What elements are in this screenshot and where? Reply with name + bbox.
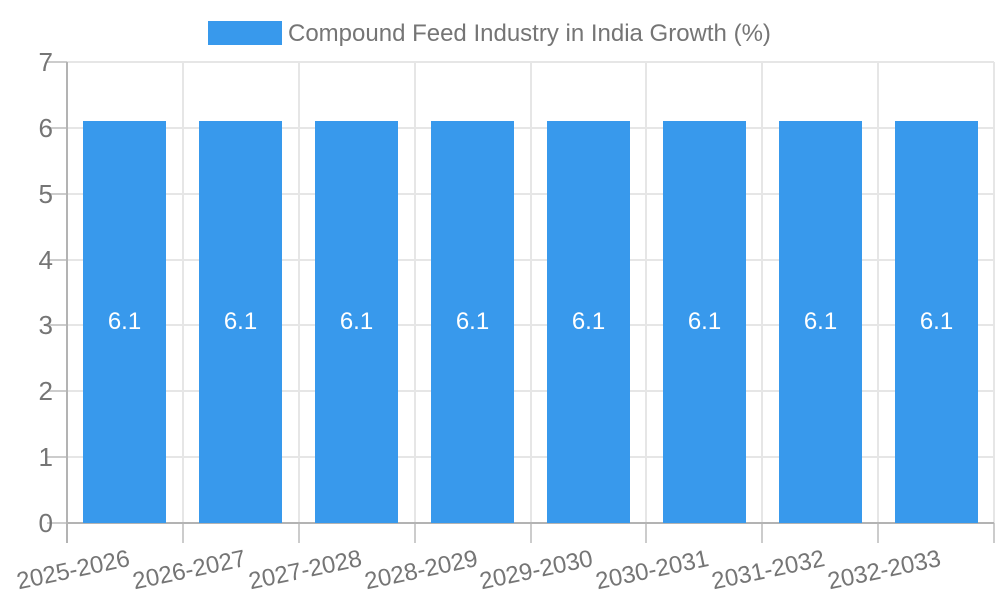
y-axis-tick (47, 390, 67, 392)
x-axis-label: 2030-2031 (593, 545, 712, 596)
y-axis-tick (47, 127, 67, 129)
y-axis-label: 5 (38, 179, 53, 209)
bar-value-label: 6.1 (455, 308, 490, 335)
bar-value-label: 6.1 (919, 308, 954, 335)
y-axis-tick (47, 193, 67, 195)
y-axis-line (66, 62, 68, 543)
x-axis-tick (530, 523, 532, 543)
bar-value-label: 6.1 (803, 308, 838, 335)
gridline-vertical (298, 62, 300, 523)
bar-value-label: 6.1 (107, 308, 142, 335)
x-axis-tick (414, 523, 416, 543)
y-axis-label: 1 (38, 442, 53, 472)
bar-value-label: 6.1 (687, 308, 722, 335)
bar-value-label: 6.1 (223, 308, 258, 335)
legend-swatch (208, 21, 282, 45)
gridline-vertical (993, 62, 995, 523)
gridline-vertical (645, 62, 647, 523)
x-axis-label: 2029-2030 (477, 545, 596, 596)
x-axis-label: 2026-2027 (130, 545, 249, 596)
gridline-vertical (530, 62, 532, 523)
x-axis-tick (993, 523, 995, 543)
y-axis-label: 2 (38, 376, 53, 406)
y-axis-tick (47, 324, 67, 326)
y-axis-tick (47, 61, 67, 63)
bar[interactable] (431, 121, 514, 523)
x-axis-tick (298, 523, 300, 543)
bar-value-label: 6.1 (339, 308, 374, 335)
x-axis-label: 2031-2032 (709, 545, 828, 596)
x-axis-tick (761, 523, 763, 543)
x-axis-tick (182, 523, 184, 543)
bar[interactable] (199, 121, 282, 523)
gridline-vertical (182, 62, 184, 523)
bar[interactable] (895, 121, 978, 523)
y-axis-tick (47, 259, 67, 261)
bar[interactable] (315, 121, 398, 523)
x-axis-tick (877, 523, 879, 543)
y-axis-label: 7 (38, 47, 53, 77)
x-axis-label: 2028-2029 (362, 545, 481, 596)
x-axis-label: 2032-2033 (825, 545, 944, 596)
y-axis-label: 3 (38, 310, 53, 340)
gridline-vertical (414, 62, 416, 523)
bar[interactable] (83, 121, 166, 523)
gridline-vertical (877, 62, 879, 523)
y-axis-tick (47, 456, 67, 458)
x-axis-baseline (66, 522, 994, 524)
y-axis-label: 0 (38, 508, 53, 538)
y-axis-tick (47, 522, 67, 524)
y-axis-label: 6 (38, 113, 53, 143)
x-axis-label: 2025-2026 (14, 545, 133, 596)
bar[interactable] (779, 121, 862, 523)
gridline-vertical (761, 62, 763, 523)
x-axis-tick (645, 523, 647, 543)
legend-label: Compound Feed Industry in India Growth (… (288, 20, 771, 47)
x-axis-label: 2027-2028 (246, 545, 365, 596)
y-axis-label: 4 (38, 245, 53, 275)
bar-value-label: 6.1 (571, 308, 606, 335)
bar[interactable] (663, 121, 746, 523)
bar[interactable] (547, 121, 630, 523)
